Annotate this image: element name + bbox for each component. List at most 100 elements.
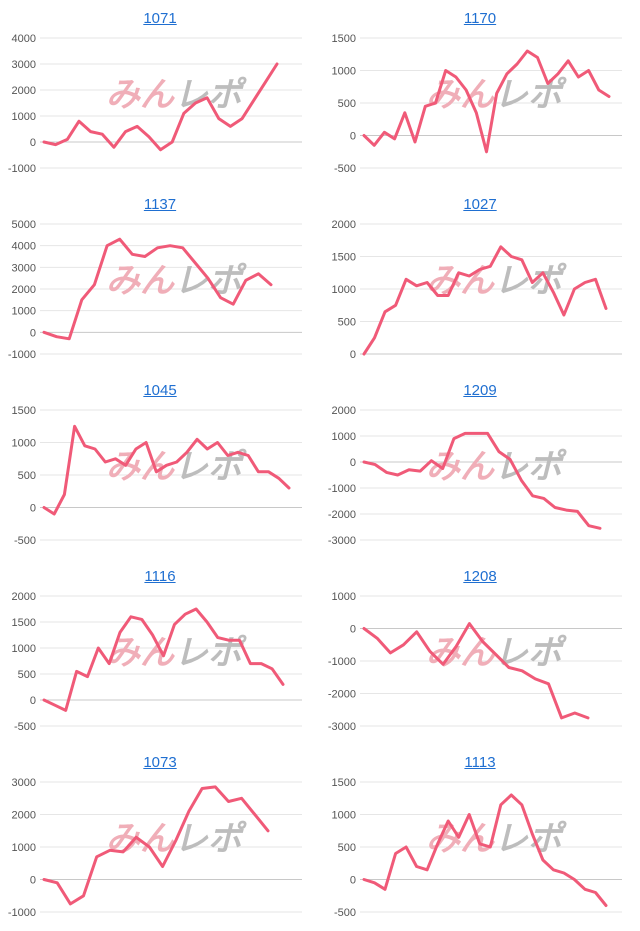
y-tick-label: 2000 [332, 219, 356, 231]
y-tick-label: 1500 [332, 252, 356, 264]
y-tick-label: -1000 [8, 163, 36, 175]
line-chart: 2000 1000 0 -1000 -2000 -3000 みんレポ [328, 405, 622, 547]
y-tick-label: -500 [14, 721, 36, 733]
y-tick-label: 3000 [12, 777, 36, 789]
chart-title-link[interactable]: 1045 [143, 382, 177, 399]
line-chart: 5000 4000 3000 2000 1000 0 -1000 みんレポ [8, 219, 302, 361]
series-line [42, 424, 291, 516]
y-tick-label: 0 [350, 875, 356, 887]
y-tick-label: 500 [18, 470, 36, 482]
y-tick-label: 2000 [12, 591, 36, 603]
series-line [362, 793, 608, 907]
series-line [42, 607, 285, 712]
line-chart: 4000 3000 2000 1000 0 -1000 みんレポ [8, 33, 302, 175]
chart-panel-1116: 1116 2000 1500 1000 500 0 -500 みんレポ [0, 558, 320, 744]
y-tick-label: 0 [30, 137, 36, 149]
series-line [42, 785, 270, 906]
y-tick-label: 1500 [12, 405, 36, 417]
y-tick-label: 500 [338, 98, 356, 110]
y-tick-label: -500 [334, 907, 356, 919]
watermark-logo: みんレポ [106, 76, 247, 114]
series-line [42, 62, 279, 152]
chart-title-link[interactable]: 1073 [143, 754, 177, 771]
watermark-logo: みんレポ [106, 262, 247, 300]
chart-panel-1027: 1027 2000 1500 1000 500 0 みんレポ [320, 186, 640, 372]
series-line [362, 49, 611, 154]
y-tick-label: -500 [14, 535, 36, 547]
y-tick-label: 1500 [332, 777, 356, 789]
y-tick-label: -2000 [328, 509, 356, 521]
y-tick-label: 2000 [12, 810, 36, 822]
chart-title-link[interactable]: 1209 [463, 382, 497, 399]
line-chart: 1000 0 -1000 -2000 -3000 みんレポ [328, 591, 622, 733]
series-line [362, 245, 608, 356]
chart-panel-1113: 1113 1500 1000 500 0 -500 みんレポ [320, 744, 640, 930]
y-tick-label: 1500 [12, 617, 36, 629]
y-tick-label: 0 [30, 503, 36, 515]
y-tick-label: -1000 [328, 656, 356, 668]
watermark-logo: みんレポ [426, 634, 567, 672]
y-tick-label: 3000 [12, 59, 36, 71]
y-tick-label: 1000 [12, 111, 36, 123]
y-tick-label: 1500 [332, 33, 356, 45]
y-tick-label: 4000 [12, 241, 36, 253]
chart-panel-1073: 1073 3000 2000 1000 0 -1000 みんレポ [0, 744, 320, 930]
y-tick-label: 2000 [12, 85, 36, 97]
y-tick-label: 1000 [12, 306, 36, 318]
y-tick-label: 1000 [12, 438, 36, 450]
chart-panel-1209: 1209 2000 1000 0 -1000 -2000 -3000 みんレポ [320, 372, 640, 558]
chart-panel-1170: 1170 1500 1000 500 0 -500 みんレポ [320, 0, 640, 186]
chart-title-link[interactable]: 1137 [143, 196, 177, 213]
y-tick-label: 500 [338, 317, 356, 329]
y-tick-label: 0 [350, 624, 356, 636]
y-tick-label: 500 [338, 842, 356, 854]
watermark-logo: みんレポ [426, 448, 567, 486]
y-tick-label: 0 [30, 875, 36, 887]
series-line [42, 237, 273, 341]
y-tick-label: 1000 [12, 842, 36, 854]
chart-title-link[interactable]: 1116 [144, 568, 176, 585]
y-tick-label: 1000 [332, 810, 356, 822]
chart-title-link[interactable]: 1113 [464, 754, 496, 771]
y-tick-label: 1000 [332, 431, 356, 443]
series-line [362, 622, 590, 720]
watermark-logo: みんレポ [426, 820, 567, 858]
y-tick-label: -3000 [328, 535, 356, 547]
y-tick-label: 0 [350, 349, 356, 361]
chart-title-link[interactable]: 1071 [143, 10, 177, 27]
y-tick-label: 1000 [332, 284, 356, 296]
y-tick-label: -500 [334, 163, 356, 175]
chart-panel-1137: 1137 5000 4000 3000 2000 1000 0 -1000 みんレポ [0, 186, 320, 372]
y-tick-label: 0 [30, 695, 36, 707]
y-tick-label: 1000 [12, 643, 36, 655]
y-tick-label: -3000 [328, 721, 356, 733]
y-tick-label: 2000 [12, 284, 36, 296]
y-tick-label: 500 [18, 669, 36, 681]
series-line [362, 431, 602, 530]
y-tick-label: 1000 [332, 66, 356, 78]
y-tick-label: -1000 [8, 907, 36, 919]
y-tick-label: 1000 [332, 591, 356, 603]
chart-title-link[interactable]: 1170 [463, 10, 497, 27]
chart-panel-1208: 1208 1000 0 -1000 -2000 -3000 みんレポ [320, 558, 640, 744]
y-tick-label: -2000 [328, 689, 356, 701]
y-tick-label: 4000 [12, 33, 36, 45]
chart-panel-1045: 1045 1500 1000 500 0 -500 みんレポ [0, 372, 320, 558]
y-tick-label: 5000 [12, 219, 36, 231]
y-tick-label: 0 [350, 131, 356, 143]
y-tick-label: 0 [30, 327, 36, 339]
line-chart: 1500 1000 500 0 -500 みんレポ [332, 777, 622, 919]
y-tick-label: 2000 [332, 405, 356, 417]
y-tick-label: -1000 [8, 349, 36, 361]
y-tick-label: -1000 [328, 483, 356, 495]
y-tick-label: 0 [350, 457, 356, 469]
chart-title-link[interactable]: 1208 [463, 568, 497, 585]
chart-title-link[interactable]: 1027 [463, 196, 497, 213]
chart-panel-1071: 1071 4000 3000 2000 1000 0 -1000 みんレポ [0, 0, 320, 186]
